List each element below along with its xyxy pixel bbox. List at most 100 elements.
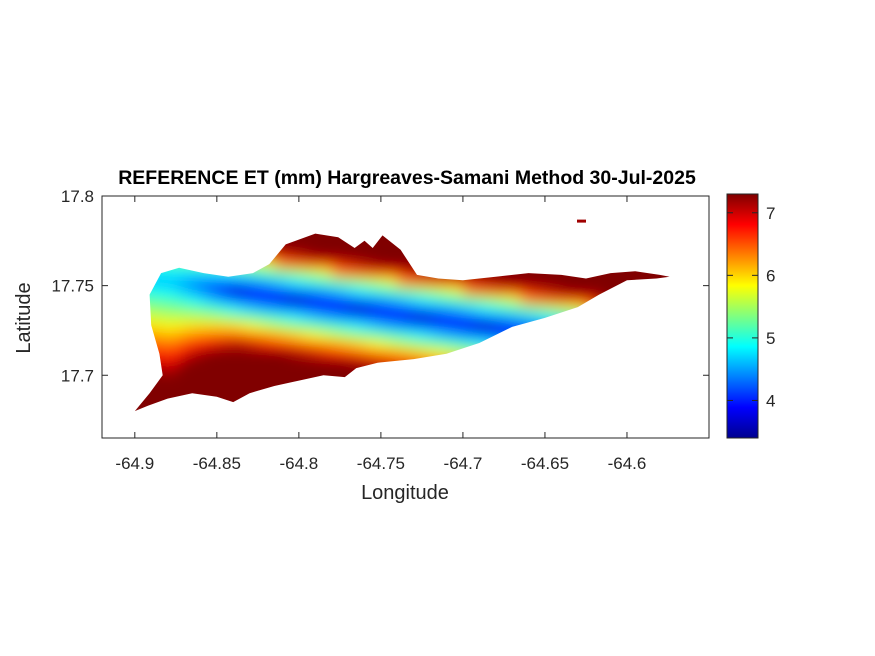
heatmap-cell — [192, 330, 202, 341]
heatmap-cell — [274, 267, 284, 278]
heatmap-cell — [184, 321, 193, 332]
heatmap-cell — [257, 375, 267, 386]
heatmap-cell — [208, 375, 218, 386]
heatmap-cell — [192, 312, 202, 323]
heatmap-cell — [487, 330, 497, 341]
heatmap-cell — [536, 276, 546, 287]
heatmap-cell — [372, 330, 382, 341]
heatmap-cell — [544, 276, 554, 287]
heatmap-cell — [175, 312, 185, 323]
heatmap-cell — [397, 330, 407, 341]
heatmap-cell — [282, 285, 292, 296]
heatmap-cell — [536, 303, 546, 314]
heatmap-cell — [216, 330, 226, 341]
heatmap-cell — [331, 357, 341, 368]
heatmap-cell — [315, 276, 325, 287]
heatmap-cell — [389, 294, 399, 305]
heatmap-cell — [298, 258, 308, 269]
heatmap-cell — [225, 339, 234, 350]
heatmap-cell — [577, 294, 587, 305]
heatmap-cell — [331, 240, 341, 251]
heatmap-cell — [454, 312, 464, 323]
heatmap-cell — [454, 339, 464, 350]
heatmap-cell — [167, 339, 177, 350]
heatmap-cell — [421, 339, 431, 350]
heatmap-cell — [323, 276, 333, 287]
heatmap-cell — [159, 384, 169, 394]
heatmap-cell — [471, 330, 481, 341]
heatmap-cell — [331, 366, 341, 377]
heatmap-cell — [167, 285, 177, 296]
heatmap-cell — [323, 258, 333, 269]
heatmap-cell — [216, 393, 226, 403]
heatmap-cell — [561, 276, 571, 287]
heatmap-cell — [233, 384, 243, 394]
heatmap-cell — [307, 294, 317, 305]
heatmap-cell — [339, 321, 349, 332]
colorbar-tick-label: 6 — [766, 266, 775, 285]
heatmap-cell — [298, 276, 308, 287]
heatmap-cell — [520, 303, 530, 314]
heatmap-cell — [167, 303, 177, 314]
heatmap-cell — [225, 276, 234, 287]
heatmap-cell — [241, 321, 251, 332]
heatmap-cell — [487, 285, 497, 296]
heatmap-cell — [364, 348, 374, 359]
heatmap-cell — [487, 303, 497, 314]
heatmap-cell — [372, 240, 382, 251]
heatmap-cell — [528, 285, 538, 296]
heatmap-cell — [290, 321, 300, 332]
heatmap-cell — [249, 348, 259, 359]
heatmap-cell — [175, 375, 185, 386]
heatmap-cell — [380, 348, 390, 359]
heatmap-cell — [430, 348, 440, 359]
heatmap-cell — [274, 339, 284, 350]
heatmap-cell — [307, 357, 317, 368]
heatmap-cell — [405, 294, 415, 305]
heatmap-cell — [233, 375, 243, 386]
heatmap-cell — [290, 348, 300, 359]
heatmap-cell — [184, 366, 193, 377]
heatmap-cell — [257, 357, 267, 368]
heatmap-cell — [438, 285, 448, 296]
heatmap-cell — [241, 348, 251, 359]
heatmap-cell — [216, 303, 226, 314]
heatmap-cell — [151, 303, 161, 314]
heatmap-cell — [397, 258, 407, 269]
heatmap-cell — [233, 357, 243, 368]
x-tick-label: -64.85 — [193, 454, 241, 473]
heatmap-cell — [192, 294, 202, 305]
heatmap-cell — [405, 348, 415, 359]
heatmap-cell — [339, 366, 349, 377]
heatmap-cell — [348, 330, 358, 341]
heatmap-cell — [503, 303, 513, 314]
heatmap-cell — [298, 294, 308, 305]
heatmap-cell — [602, 276, 612, 287]
heatmap-cell — [175, 276, 185, 287]
colorbar-tick-label: 7 — [766, 204, 775, 223]
y-tick-label: 17.7 — [61, 366, 94, 385]
heatmap-cell — [553, 285, 563, 296]
heatmap-cell — [438, 330, 448, 341]
heatmap-cell — [282, 258, 292, 269]
heatmap-cell — [151, 312, 161, 323]
heatmap-cell — [323, 348, 333, 359]
heatmap-cell — [372, 312, 382, 323]
heatmap-cell — [569, 285, 579, 296]
heatmap-cell — [315, 366, 325, 377]
heatmap-cell — [421, 348, 431, 359]
heatmap-cell — [159, 357, 169, 368]
heatmap-cell — [200, 321, 210, 332]
heatmap-cell — [307, 285, 317, 296]
heatmap-cell — [298, 348, 308, 359]
heatmap-cell — [151, 330, 161, 341]
heatmap-cell — [184, 330, 193, 341]
heatmap-cell — [298, 321, 308, 332]
heatmap-cell — [389, 258, 399, 269]
heatmap-cell — [586, 285, 595, 296]
heatmap-cell — [364, 285, 374, 296]
heatmap-cell — [339, 357, 349, 368]
heatmap-cell — [315, 233, 325, 242]
heatmap-cell — [225, 303, 234, 314]
heatmap-cell — [241, 366, 251, 377]
